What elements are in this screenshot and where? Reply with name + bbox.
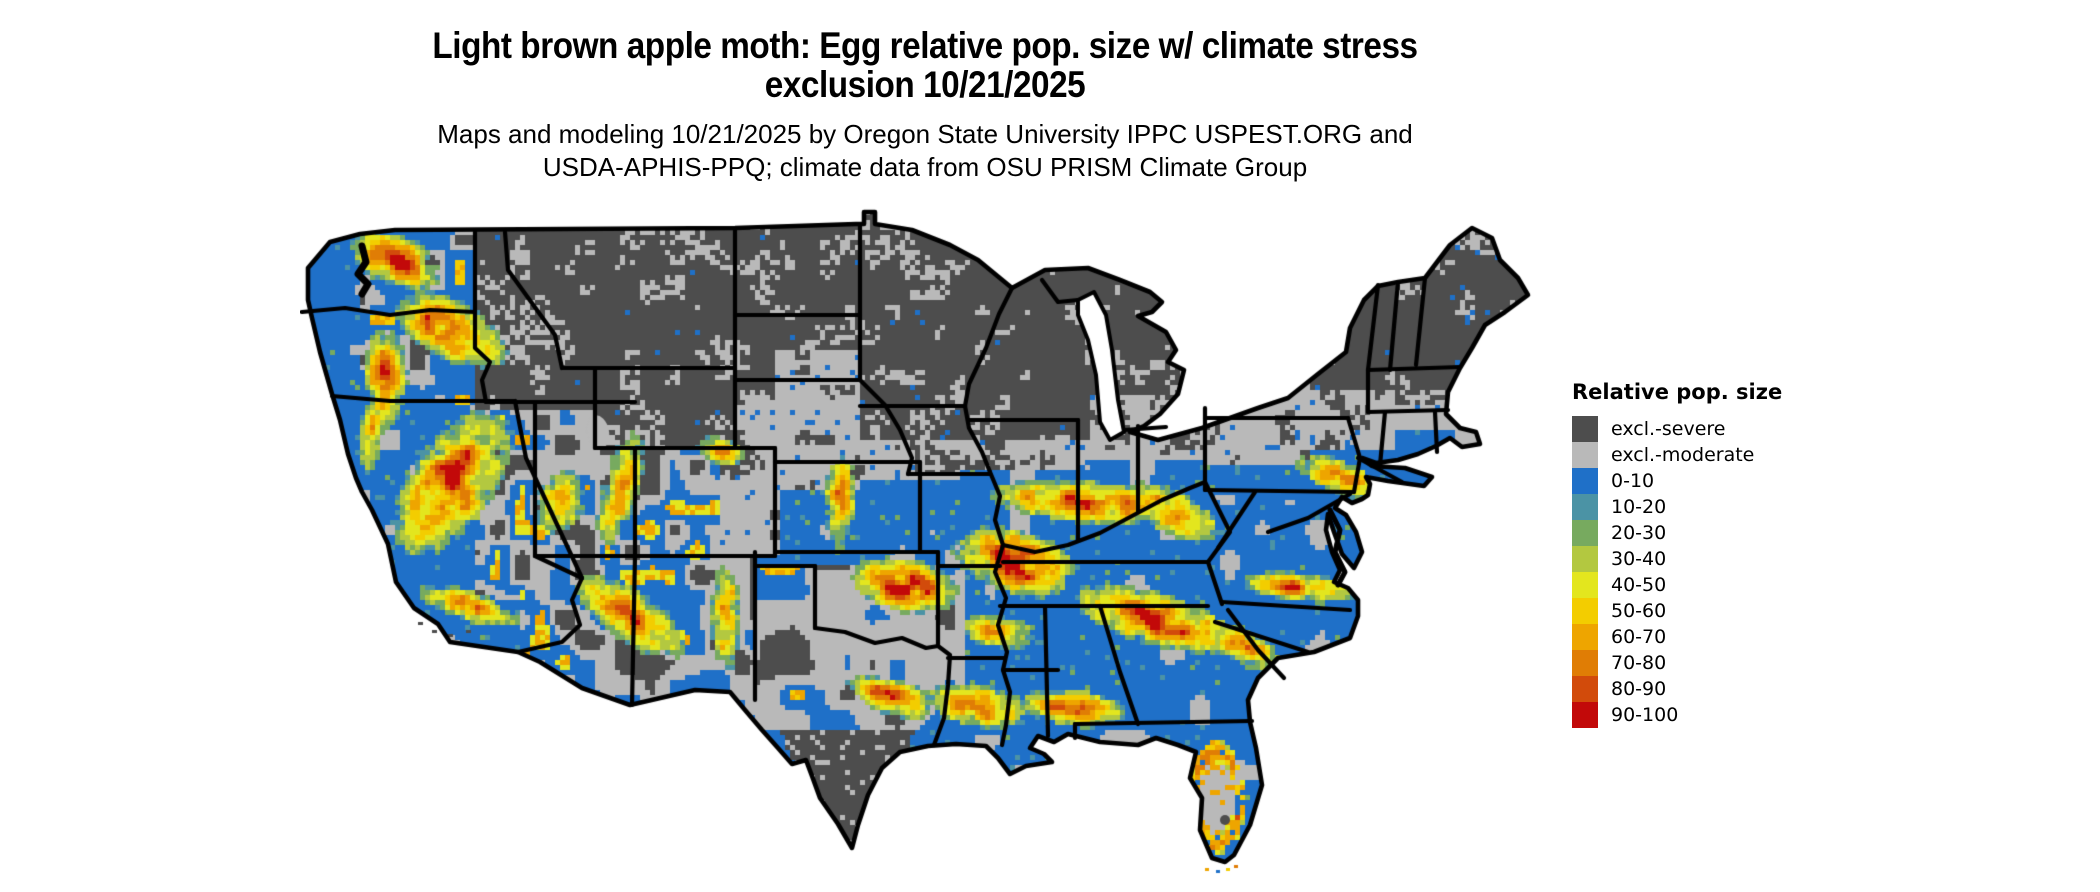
legend-item-label: 60-70 bbox=[1611, 626, 1667, 648]
legend-item-label: excl.-moderate bbox=[1611, 444, 1755, 466]
us-relative-population-map bbox=[300, 200, 1550, 892]
legend-item-label: excl.-severe bbox=[1611, 418, 1726, 440]
legend-rows: excl.-severe excl.-moderate 0-10 10-20 20-30… bbox=[1572, 416, 1782, 728]
legend-item: 60-70 bbox=[1572, 624, 1782, 650]
legend-item: 90-100 bbox=[1572, 702, 1782, 728]
legend-item: 70-80 bbox=[1572, 650, 1782, 676]
title-line-1: Light brown apple moth: Egg relative pop… bbox=[432, 25, 1418, 66]
legend-item: excl.-severe bbox=[1572, 416, 1782, 442]
legend-swatch bbox=[1572, 572, 1598, 598]
legend-item: 0-10 bbox=[1572, 468, 1782, 494]
legend-item: excl.-moderate bbox=[1572, 442, 1782, 468]
page-title: Light brown apple moth: Egg relative pop… bbox=[0, 26, 1850, 104]
legend-swatch bbox=[1572, 442, 1598, 468]
legend-item-label: 50-60 bbox=[1611, 600, 1667, 622]
legend-item-label: 10-20 bbox=[1611, 496, 1667, 518]
legend-item: 50-60 bbox=[1572, 598, 1782, 624]
legend-item-label: 20-30 bbox=[1611, 522, 1667, 544]
legend-item-label: 40-50 bbox=[1611, 574, 1667, 596]
legend-swatch bbox=[1572, 546, 1598, 572]
map-credits: Maps and modeling 10/21/2025 by Oregon S… bbox=[0, 118, 1850, 184]
map-legend: Relative pop. size excl.-severe excl.-mod… bbox=[1572, 380, 1782, 728]
legend-item: 30-40 bbox=[1572, 546, 1782, 572]
credits-line-1: Maps and modeling 10/21/2025 by Oregon S… bbox=[437, 119, 1413, 149]
legend-swatch bbox=[1572, 702, 1598, 728]
legend-item: 10-20 bbox=[1572, 494, 1782, 520]
legend-item-label: 0-10 bbox=[1611, 470, 1655, 492]
title-line-2: exclusion 10/21/2025 bbox=[764, 64, 1086, 105]
legend-swatch bbox=[1572, 494, 1598, 520]
legend-item-label: 80-90 bbox=[1611, 678, 1667, 700]
legend-item-label: 30-40 bbox=[1611, 548, 1667, 570]
legend-swatch bbox=[1572, 598, 1598, 624]
legend-item: 80-90 bbox=[1572, 676, 1782, 702]
legend-swatch bbox=[1572, 416, 1598, 442]
legend-swatch bbox=[1572, 520, 1598, 546]
legend-item-label: 70-80 bbox=[1611, 652, 1667, 674]
legend-item-label: 90-100 bbox=[1611, 704, 1679, 726]
legend-swatch bbox=[1572, 650, 1598, 676]
legend-swatch bbox=[1572, 624, 1598, 650]
credits-line-2: USDA-APHIS-PPQ; climate data from OSU PR… bbox=[542, 152, 1308, 182]
legend-swatch bbox=[1572, 468, 1598, 494]
legend-title: Relative pop. size bbox=[1572, 380, 1783, 404]
legend-item: 40-50 bbox=[1572, 572, 1782, 598]
legend-item: 20-30 bbox=[1572, 520, 1782, 546]
legend-swatch bbox=[1572, 676, 1598, 702]
